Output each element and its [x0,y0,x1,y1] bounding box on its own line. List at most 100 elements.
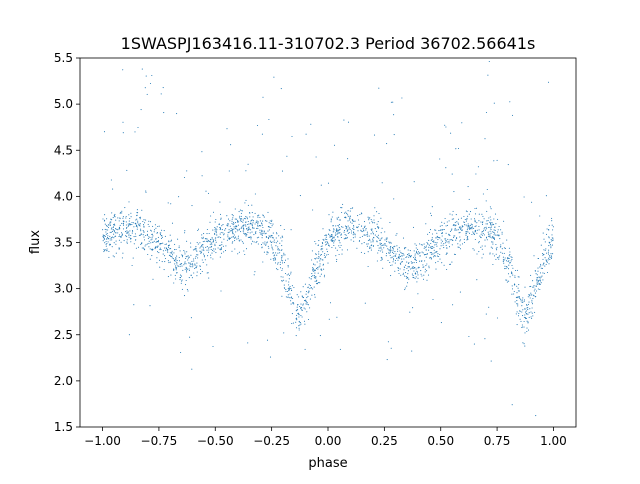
data-point [381,257,383,259]
data-point [142,229,144,232]
data-point [285,280,287,282]
data-point [377,245,379,247]
data-point [421,251,423,253]
data-point [290,271,292,273]
data-point [298,316,300,318]
data-point [472,232,475,234]
data-point [220,217,222,219]
data-point [252,227,254,229]
data-point [266,242,268,244]
data-point [439,248,441,250]
data-point [551,234,553,236]
data-point [135,239,137,241]
data-point [240,239,242,241]
data-point [474,238,476,241]
data-point [193,272,195,274]
data-point [366,231,368,233]
data-point [160,237,163,239]
data-point [398,272,400,275]
data-point [481,223,484,225]
data-point [192,264,194,266]
y-tick-label: 2.0 [54,374,73,388]
data-point [167,244,170,246]
data-point [495,234,497,236]
data-point [482,221,484,223]
data-point [320,184,322,186]
data-point [465,220,467,222]
data-point [455,239,457,241]
data-point [508,257,510,260]
data-point [291,135,293,138]
data-point [190,266,192,268]
data-point [326,243,328,245]
data-point [220,290,222,292]
data-point [279,261,281,263]
data-point [486,210,488,212]
data-point [495,243,497,246]
data-point [336,236,339,238]
data-point [441,235,443,237]
data-point [504,259,506,261]
data-point [532,297,534,300]
data-point [314,294,316,296]
data-point [501,233,503,235]
data-point [234,240,236,242]
data-point [110,237,112,239]
data-point [246,223,248,226]
data-point [128,233,130,235]
data-point [380,256,382,258]
data-point [223,234,225,236]
data-point [187,259,189,261]
data-point [340,244,342,246]
data-point [419,251,421,254]
data-point [290,303,292,305]
data-point [387,341,389,343]
data-point [518,296,520,298]
data-point [397,259,399,261]
data-point [120,211,122,213]
data-point [367,216,369,218]
data-point [377,252,379,254]
data-point [490,222,492,224]
data-point [502,260,504,262]
data-point [527,309,529,311]
data-point [368,247,371,249]
data-point [249,212,251,214]
data-point [304,308,306,310]
data-point [513,293,515,295]
data-point [544,241,546,243]
data-point [441,221,443,223]
data-point [420,244,422,246]
data-point [247,229,249,231]
x-tick-label: 0.50 [427,434,454,448]
data-point [517,287,519,289]
data-point [249,216,251,218]
data-point [341,207,343,209]
data-point [152,241,154,243]
data-point [320,248,322,250]
data-point [159,233,162,235]
data-point [240,218,242,220]
data-point [171,252,173,254]
data-point [454,224,456,226]
data-point [421,275,423,277]
data-point [496,246,498,248]
data-point [412,275,414,277]
data-point [395,255,397,257]
data-point [534,270,536,272]
data-point [183,295,186,297]
data-point [267,252,269,254]
data-point [394,251,396,253]
data-point [301,295,303,297]
data-point [257,223,259,225]
data-point [552,237,554,239]
data-point [467,231,469,233]
data-point [240,231,242,233]
data-point [423,274,425,276]
data-point [384,239,386,241]
data-point [332,211,334,213]
data-point [471,233,473,236]
data-point [219,229,221,231]
data-point [424,246,426,248]
data-point [187,255,189,257]
